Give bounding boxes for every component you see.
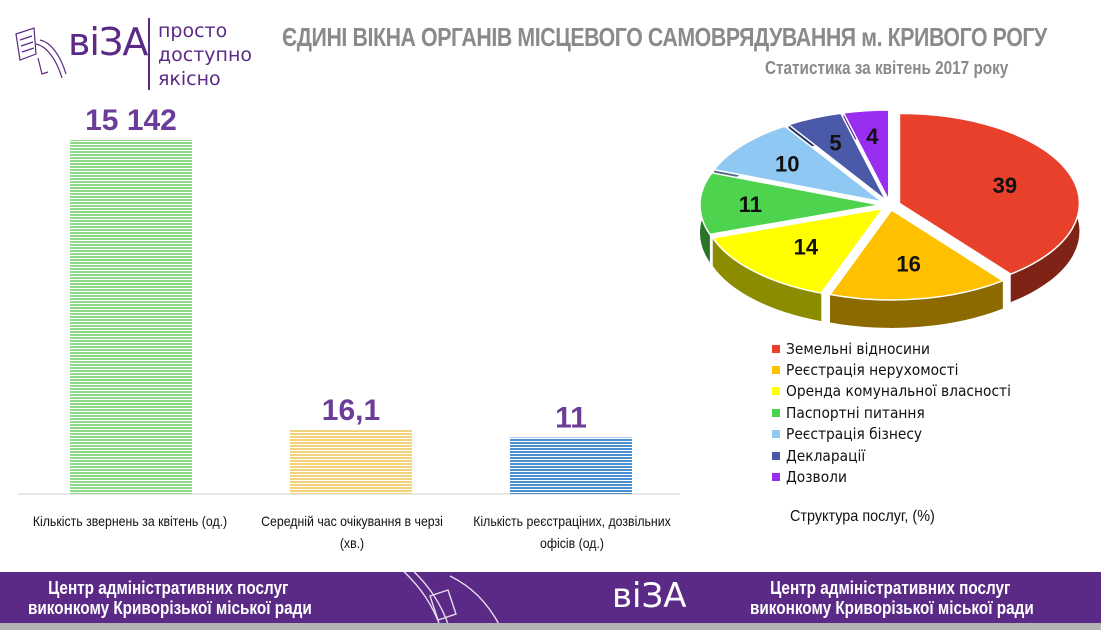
legend-swatch-1 [772, 366, 780, 375]
pie-chart: 39 16 14 11 10 5 4 [699, 109, 1081, 328]
legend-label-6: Дозволи [786, 468, 847, 487]
bar-value-label-0: 15 142 [85, 104, 177, 137]
footer-left-line-1: Центр адміністративних послуг [48, 578, 289, 598]
logo-text: віЗА [68, 20, 148, 64]
footer-logo: віЗА [612, 576, 687, 616]
bar-category-line-0-0: Кількість звернень за квітень (од.) [32, 513, 228, 529]
pie-slice-2 [711, 207, 885, 294]
viza-logo: віЗА просто доступно якісно [8, 14, 252, 94]
page-subtitle: Статистика за квітень 2017 року [765, 58, 1009, 78]
bar-category-line-1-1: (хв.) [339, 535, 365, 551]
footer-scroll-icon [403, 572, 501, 630]
pie-slice-label-1: 16 [896, 251, 920, 276]
legend-label-3: Паспортні питання [786, 403, 925, 422]
tagline-1: просто [158, 20, 228, 42]
legend-item-4: Реєстрація бізнесу [772, 424, 1030, 445]
footer-left-text: Центр адміністративних послуг виконкому … [28, 578, 312, 618]
bar-category-label-2: Кількість реєстраціних, дозвільних офісів… [466, 510, 677, 554]
tagline-3: якісно [158, 68, 221, 90]
pie-slice-6 [842, 109, 890, 201]
footer-right-text: Центр адміністративних послуг виконкому … [750, 578, 1034, 618]
pie-slice-side-1 [830, 280, 1003, 328]
logo-mark-icon [15, 27, 67, 79]
legend-swatch-3 [772, 408, 780, 417]
logo-separator [148, 18, 150, 90]
legend-label-5: Декларації [786, 446, 866, 465]
pie-slice-0 [898, 112, 1081, 275]
bar-1 [290, 429, 412, 494]
tagline-2: доступно [158, 44, 252, 66]
pie-slice-label-3: 11 [739, 192, 762, 217]
legend-label-0: Земельні відносини [786, 339, 930, 358]
legend-item-0: Земельні відносини [772, 338, 1030, 359]
bar-0 [70, 140, 192, 494]
pie-slice-label-2: 14 [794, 234, 819, 259]
footer-bottom-line [0, 623, 1101, 630]
pie-chart-title: Структура послуг, (%) [790, 508, 935, 525]
bar-category-label-1: Середній час очікування в черзі (хв.) [246, 510, 457, 554]
legend-swatch-2 [772, 387, 780, 396]
bar-category-line-2-0: Кількість реєстраціних, дозвільних [473, 513, 671, 529]
pie-slice-label-4: 10 [775, 151, 799, 176]
bar-chart: 15 142 16,1 11 [18, 104, 680, 495]
page-title: ЄДИНІ ВІКНА ОРГАНІВ МІСЦЕВОГО САМОВРЯДУВ… [282, 22, 1047, 52]
footer-banner: Центр адміністративних послуг виконкому … [0, 572, 1101, 630]
pie-slice-3 [699, 171, 881, 236]
pie-slice-label-0: 39 [993, 173, 1017, 198]
pie-slice-5 [787, 112, 887, 202]
pie-slice-side-2 [712, 237, 822, 322]
footer-right-line-2: виконкому Криворізької міської ради [750, 598, 1034, 618]
legend-item-1: Реєстрація нерухомості [772, 359, 1030, 380]
legend-swatch-4 [772, 430, 780, 439]
bar-category-line-1-0: Середній час очікування в черзі [261, 513, 443, 529]
pie-slice-4 [712, 125, 883, 203]
bar-2 [510, 437, 632, 494]
pie-slice-label-5: 5 [829, 131, 841, 156]
legend-swatch-0 [772, 344, 780, 353]
legend-item-3: Паспортні питання [772, 402, 1030, 423]
bar-value-label-2: 11 [555, 402, 587, 435]
pie-slice-label-6: 4 [866, 124, 879, 149]
footer-right-line-1: Центр адміністративних послуг [770, 578, 1011, 598]
legend-label-1: Реєстрація нерухомості [786, 361, 959, 380]
legend-item-6: Дозволи [772, 466, 1030, 487]
legend-item-5: Декларації [772, 445, 1030, 466]
pie-slice-1 [828, 208, 1005, 301]
pie-legend: Земельні відносини Реєстрація нерухомості… [772, 338, 1030, 488]
legend-swatch-5 [772, 451, 780, 460]
bar-value-label-1: 16,1 [322, 394, 380, 427]
bar-category-label-0: Кількість звернень за квітень (од.) [24, 510, 235, 532]
legend-item-2: Оренда комунальної власності [772, 381, 1030, 402]
legend-swatch-6 [772, 473, 780, 482]
bar-category-line-2-1: офісів (од.) [540, 535, 604, 551]
footer-left-line-2: виконкому Криворізької міської ради [28, 598, 312, 618]
legend-label-4: Реєстрація бізнесу [786, 425, 923, 444]
legend-label-2: Оренда комунальної власності [786, 382, 1011, 401]
